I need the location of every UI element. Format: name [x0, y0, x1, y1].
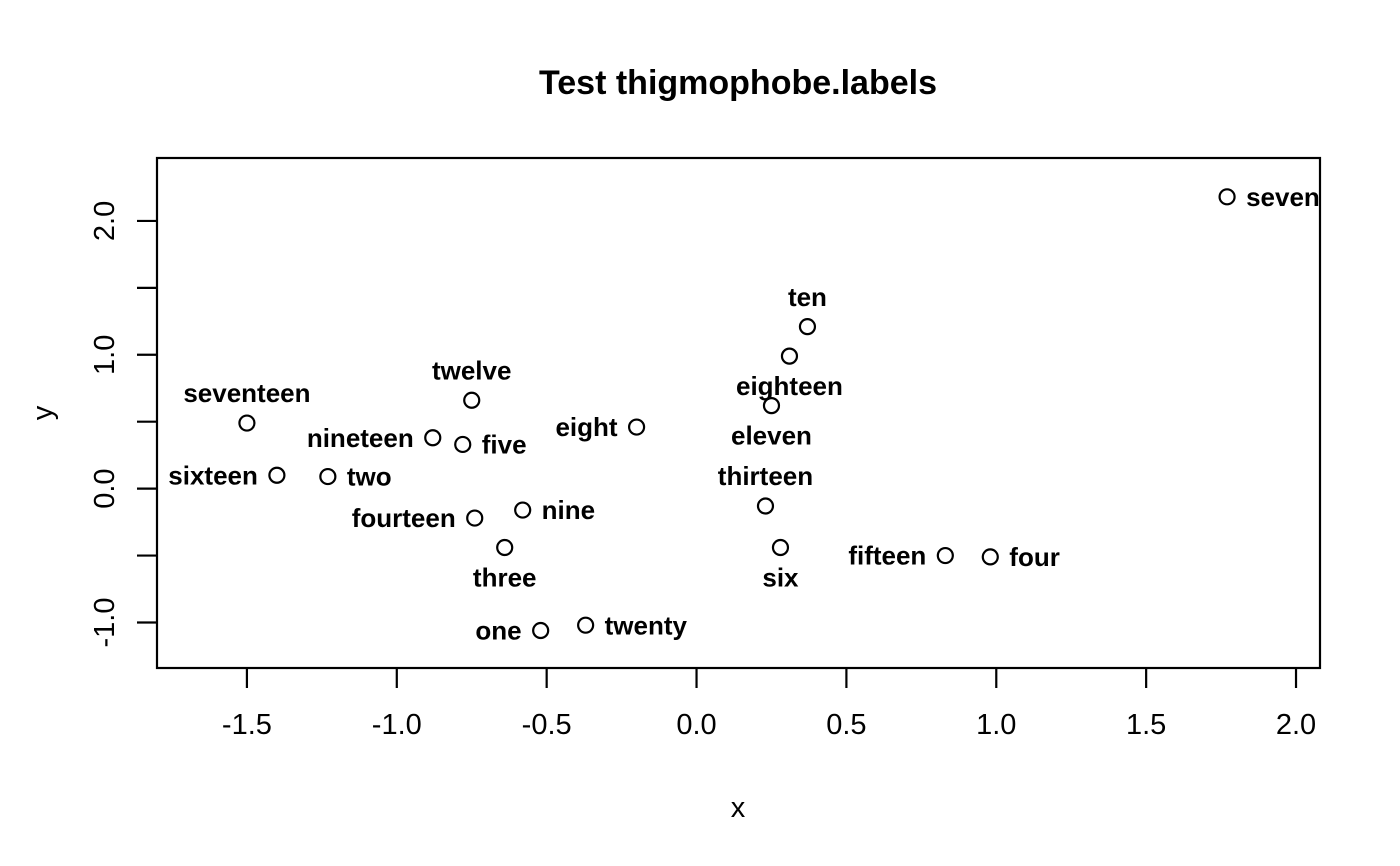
- x-tick-label: -1.0: [372, 709, 422, 741]
- data-point-fourteen: [466, 509, 484, 527]
- x-tick-label: 1.0: [976, 709, 1016, 741]
- point-label-ten: ten: [788, 282, 827, 312]
- data-point-nineteen: [424, 429, 442, 447]
- data-point-nine: [514, 501, 532, 519]
- point-label-nineteen: nineteen: [307, 423, 414, 453]
- data-point-eighteen: [780, 347, 799, 365]
- chart-title: Test thigmophobe.labels: [539, 64, 937, 102]
- point-label-seven: seven: [1246, 182, 1320, 212]
- point-label-eleven: eleven: [731, 421, 812, 451]
- data-point-three: [496, 538, 514, 557]
- data-point-four: [981, 548, 999, 566]
- y-tick-label: 1.0: [89, 335, 121, 375]
- x-axis: -1.5 -1.0 -0.5 0.0 0.5 1.0 1.5 2.0: [222, 668, 1316, 741]
- x-tick-label: -1.5: [222, 709, 272, 741]
- point-label-sixteen: sixteen: [168, 460, 258, 490]
- x-axis-title: x: [731, 792, 746, 824]
- point-label-fourteen: fourteen: [352, 503, 456, 533]
- x-tick-label: 0.5: [826, 709, 866, 741]
- y-tick-label: 0.0: [89, 468, 121, 508]
- data-point-ten: [798, 318, 817, 336]
- y-tick-label: 2.0: [89, 201, 121, 241]
- data-point-seven: [1218, 188, 1236, 206]
- data-point-seventeen: [238, 414, 256, 432]
- point-label-five: five: [482, 430, 527, 460]
- point-label-three: three: [473, 563, 537, 593]
- point-label-one: one: [475, 616, 521, 646]
- x-tick-label: 1.5: [1126, 709, 1166, 741]
- point-label-eight: eight: [555, 412, 617, 442]
- data-point-eleven: [762, 397, 781, 415]
- x-tick-label: -0.5: [522, 709, 572, 741]
- point-label-twenty: twenty: [605, 610, 688, 640]
- point-label-four: four: [1009, 542, 1060, 572]
- data-point-five: [454, 435, 472, 454]
- y-axis: 2.0 1.0 0.0 -1.0: [89, 201, 157, 647]
- point-label-thirteen: thirteen: [718, 461, 813, 491]
- data-point-twenty: [577, 616, 595, 634]
- y-axis-title: y: [27, 405, 59, 420]
- point-label-nine: nine: [542, 495, 595, 525]
- point-label-fifteen: fifteen: [848, 541, 926, 571]
- x-tick-label: 0.0: [676, 709, 716, 741]
- data-labels-group: one two three four five six seven eight nine ten e…: [168, 182, 1320, 646]
- point-label-two: two: [347, 462, 392, 492]
- data-point-sixteen: [268, 466, 286, 484]
- point-label-twelve: twelve: [432, 355, 512, 385]
- data-points-group: [238, 188, 1236, 640]
- point-label-seventeen: seventeen: [183, 378, 310, 408]
- data-point-six: [771, 538, 790, 557]
- x-tick-label: 2.0: [1276, 709, 1316, 741]
- data-point-eight: [627, 418, 646, 436]
- point-label-six: six: [762, 563, 799, 593]
- plot-border: [155, 156, 1322, 670]
- data-point-one: [532, 621, 550, 640]
- data-point-two: [319, 467, 337, 486]
- data-point-fifteen: [936, 546, 954, 565]
- point-label-eighteen: eighteen: [736, 371, 843, 401]
- data-point-thirteen: [756, 497, 775, 515]
- data-point-twelve: [463, 391, 481, 409]
- y-tick-label: -1.0: [89, 597, 121, 647]
